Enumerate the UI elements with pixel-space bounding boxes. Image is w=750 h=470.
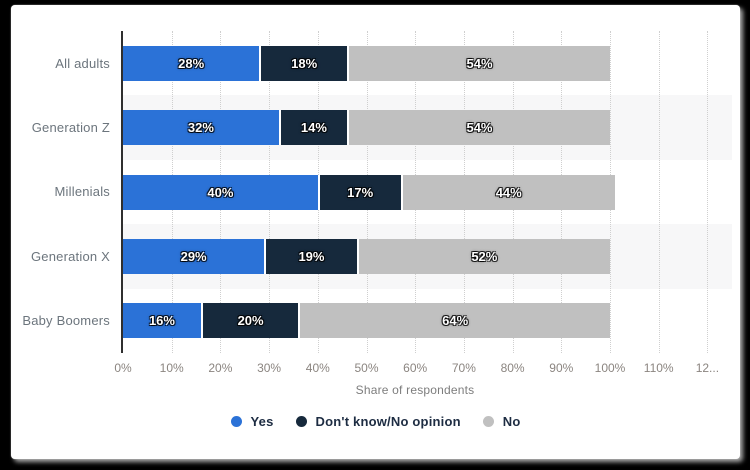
- legend-marker-dot: [295, 416, 307, 427]
- bar-value-label: 54%: [466, 120, 493, 136]
- bar-value-label: 17%: [347, 184, 374, 200]
- bar-value-label: 32%: [187, 120, 214, 136]
- bar-segment-don-t-know-no-opinion[interactable]: 17%: [317, 174, 401, 210]
- legend-item-yes[interactable]: Yes: [230, 414, 274, 429]
- bar-value-label: 16%: [148, 313, 175, 329]
- bar-value-label: 40%: [207, 184, 234, 200]
- bar-row: 40% 17% 44%: [123, 174, 615, 210]
- bar-segment-no[interactable]: 52%: [356, 238, 610, 274]
- category-label: Generation Z: [31, 120, 110, 136]
- bar-row: 28% 18% 54%: [123, 45, 610, 81]
- bar-segment-yes[interactable]: 16%: [123, 303, 201, 339]
- x-axis-tick-label: 50%: [354, 361, 379, 375]
- x-axis-tick-label: 90%: [549, 361, 574, 375]
- x-axis-tick-label: 0%: [114, 361, 132, 375]
- bar-segment-yes[interactable]: 29%: [123, 238, 265, 274]
- bar-value-label: 64%: [442, 313, 469, 329]
- bar-segment-yes[interactable]: 40%: [123, 174, 318, 210]
- bar-segment-no[interactable]: 54%: [347, 45, 610, 81]
- legend-label: Yes: [250, 414, 274, 429]
- chart-plot-area: All adults Generation Z Millenials Generati…: [11, 5, 740, 459]
- x-axis-title: Share of respondents: [355, 383, 475, 397]
- legend-item-no[interactable]: No: [482, 414, 521, 429]
- gridline: [707, 31, 709, 353]
- bar-value-label: 52%: [471, 248, 498, 264]
- bar-row: 16% 20% 64%: [123, 303, 610, 339]
- category-label: Generation X: [30, 248, 110, 264]
- bar-segment-yes[interactable]: 28%: [123, 45, 260, 81]
- x-axis-tick-label: 60%: [403, 361, 428, 375]
- bar-value-label: 14%: [300, 120, 327, 136]
- bar-segment-don-t-know-no-opinion[interactable]: 14%: [278, 110, 347, 146]
- bar-row: 32% 14% 54%: [123, 110, 610, 146]
- bar-segment-no[interactable]: 64%: [298, 303, 610, 339]
- chart-legend: Yes Don't know/No opinion No: [11, 414, 740, 429]
- chart-card: All adults Generation Z Millenials Generati…: [11, 5, 740, 459]
- legend-marker-dot: [230, 416, 242, 427]
- category-label: All adults: [55, 55, 110, 71]
- legend-label: Don't know/No opinion: [315, 414, 461, 429]
- x-axis-tick-label: 40%: [305, 361, 330, 375]
- bar-value-label: 20%: [237, 313, 264, 329]
- x-axis-tick-label: 10%: [159, 361, 184, 375]
- bar-value-label: 19%: [298, 248, 325, 264]
- x-axis-tick-label: 12...: [695, 361, 720, 375]
- x-axis-tick-label: 80%: [500, 361, 525, 375]
- bar-value-label: 54%: [466, 55, 493, 71]
- bar-value-label: 29%: [180, 248, 207, 264]
- legend-label: No: [502, 414, 521, 429]
- category-label: Baby Boomers: [22, 313, 110, 329]
- bar-value-label: 44%: [495, 184, 522, 200]
- x-axis-tick-label: 100%: [594, 361, 626, 375]
- x-axis-tick-label: 110%: [643, 361, 674, 375]
- bar-segment-don-t-know-no-opinion[interactable]: 18%: [259, 45, 348, 81]
- y-axis-line: [121, 31, 123, 353]
- bar-segment-don-t-know-no-opinion[interactable]: 20%: [200, 303, 299, 339]
- bar-segment-don-t-know-no-opinion[interactable]: 19%: [264, 238, 357, 274]
- gridline: [658, 31, 660, 353]
- bar-value-label: 28%: [178, 55, 205, 71]
- bar-segment-no[interactable]: 44%: [400, 174, 615, 210]
- x-axis-tick-label: 70%: [451, 361, 476, 375]
- x-axis-tick-label: 30%: [257, 361, 282, 375]
- legend-marker-dot: [482, 416, 494, 427]
- category-label: Millenials: [54, 184, 110, 200]
- bar-value-label: 18%: [291, 55, 318, 71]
- bar-segment-no[interactable]: 54%: [347, 110, 610, 146]
- x-axis-tick-label: 20%: [208, 361, 233, 375]
- legend-item-don-t-know-no-opinion[interactable]: Don't know/No opinion: [295, 414, 461, 429]
- bar-row: 29% 19% 52%: [123, 238, 610, 274]
- bar-segment-yes[interactable]: 32%: [123, 110, 279, 146]
